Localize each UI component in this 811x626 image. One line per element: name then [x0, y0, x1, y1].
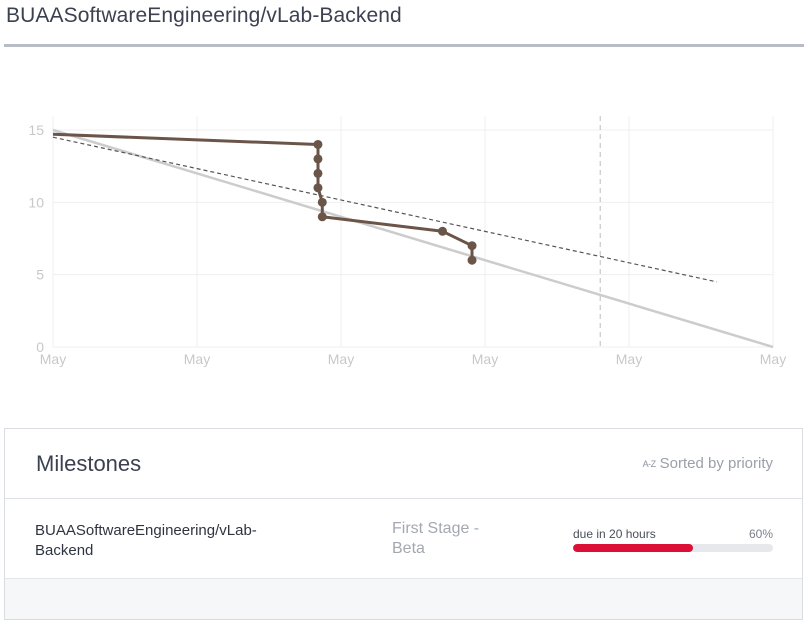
data-point [317, 197, 327, 207]
actual-line [52, 132, 474, 261]
burndown-chart: 0 5 10 15 May May May May May May [0, 110, 811, 380]
y-tick-label: 0 [36, 339, 44, 355]
milestones-title: Milestones [36, 451, 142, 476]
data-point [317, 212, 327, 222]
data-point [313, 168, 323, 178]
milestone-repo-link[interactable]: BUAASoftwareEngineering/vLab-Backend [35, 522, 257, 559]
milestone-row: BUAASoftwareEngineering/vLab-Backend Fir… [5, 499, 802, 579]
milestones-header: Milestones A-Z Sorted by priority [5, 429, 802, 499]
data-point [313, 154, 323, 164]
page-header: BUAASoftwareEngineering/vLab-Backend [0, 0, 811, 48]
sort-label: Sorted by priority [659, 455, 773, 472]
x-tick-label: May [472, 351, 498, 367]
progress-track [573, 544, 773, 552]
due-text: due in 20 hours [573, 527, 656, 541]
progress-fill [573, 544, 693, 552]
sort-az-icon: A-Z [642, 459, 657, 469]
x-tick-label: May [40, 351, 66, 367]
y-tick-label: 5 [36, 267, 44, 283]
data-point [313, 139, 323, 149]
data-point [467, 241, 477, 251]
x-tick-label: May [616, 351, 642, 367]
trend-line [52, 136, 717, 283]
y-tick-label: 15 [28, 122, 44, 138]
burndown-chart-svg: 0 5 10 15 May May May May May May [28, 116, 786, 367]
data-point [313, 183, 323, 193]
header-divider [4, 44, 804, 47]
data-point [467, 255, 477, 265]
percent-text: 60% [748, 527, 773, 541]
x-tick-label: May [760, 351, 786, 367]
x-tick-label: May [184, 351, 210, 367]
y-tick-label: 10 [28, 194, 44, 210]
milestone-name-link[interactable]: First Stage - Beta [392, 520, 480, 557]
data-point [438, 226, 448, 236]
repo-title[interactable]: BUAASoftwareEngineering/vLab-Backend [6, 4, 402, 27]
milestones-footer [5, 579, 802, 619]
sort-control[interactable]: A-Z Sorted by priority [643, 455, 773, 472]
x-tick-label: May [328, 351, 354, 367]
milestones-panel: Milestones A-Z Sorted by priority BUAASo… [4, 428, 803, 620]
ideal-line [52, 128, 774, 349]
